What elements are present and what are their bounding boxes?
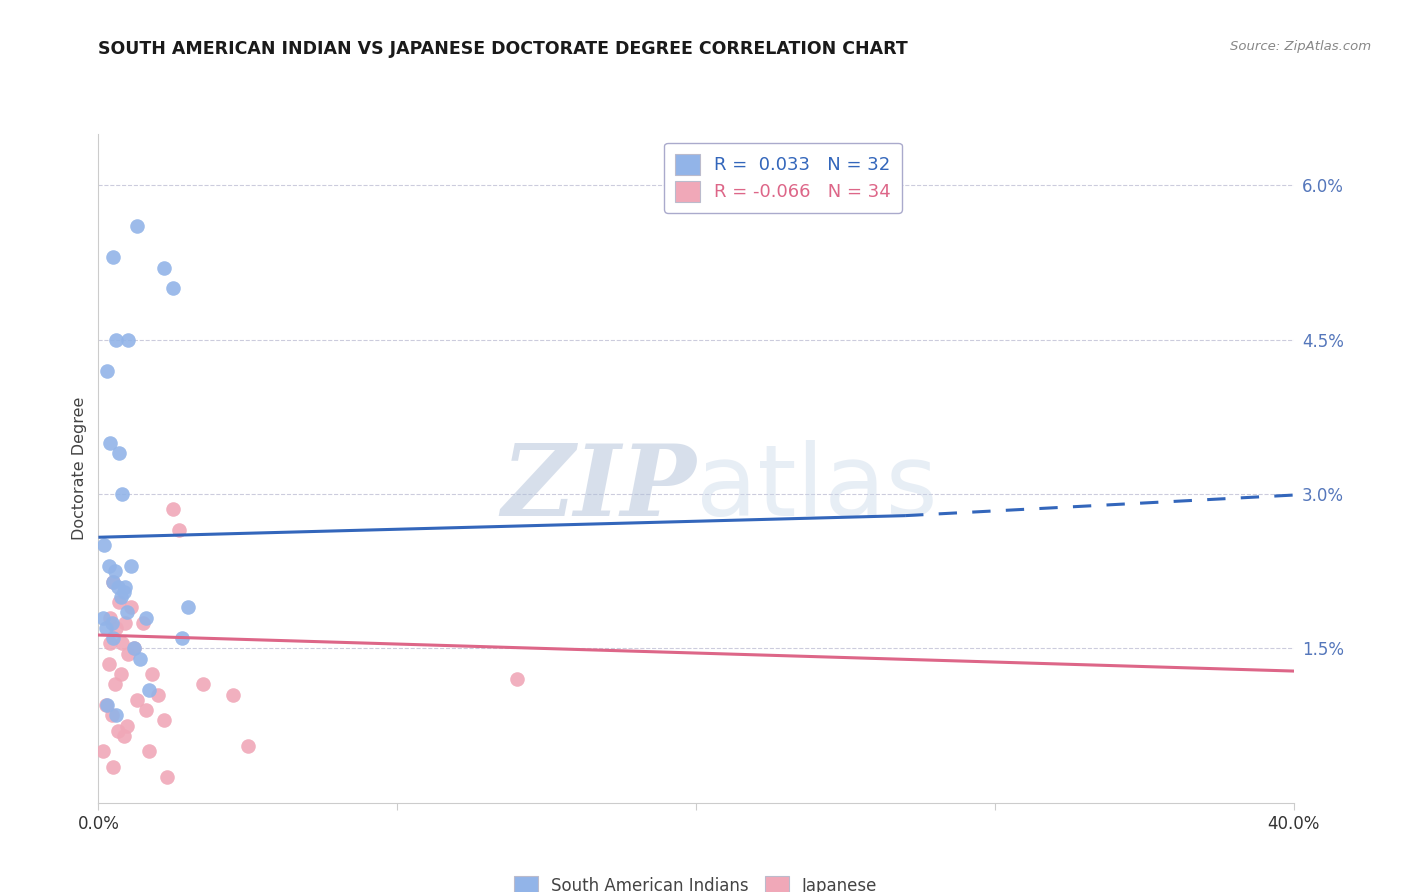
Point [101, 708, 124, 723]
Point [104, 564, 127, 578]
Point [103, 760, 125, 774]
Point [100, 610, 122, 624]
Point [93, 539, 115, 553]
Point [124, 641, 146, 656]
Point [97, 657, 120, 671]
Point [153, 714, 176, 728]
Point [111, 487, 134, 501]
Point [110, 667, 132, 681]
Point [104, 677, 127, 691]
Point [138, 744, 160, 758]
Point [115, 718, 138, 732]
Point [117, 333, 139, 347]
Point [112, 584, 135, 599]
Point [108, 595, 131, 609]
Point [132, 615, 155, 630]
Point [96, 698, 118, 712]
Point [153, 260, 176, 275]
Point [120, 559, 142, 574]
Point [103, 250, 125, 264]
Point [107, 723, 129, 738]
Point [236, 739, 259, 754]
Point [94, 621, 117, 635]
Point [91, 610, 114, 624]
Point [120, 600, 142, 615]
Point [108, 446, 131, 460]
Point [172, 631, 194, 645]
Point [124, 641, 146, 656]
Point [222, 688, 245, 702]
Y-axis label: Doctorate Degree: Doctorate Degree [72, 397, 87, 540]
Legend: South American Indians, Japanese: South American Indians, Japanese [508, 869, 884, 892]
Point [148, 688, 170, 702]
Point [114, 580, 136, 594]
Text: ZIP: ZIP [501, 440, 696, 537]
Point [506, 673, 529, 687]
Point [100, 435, 122, 450]
Point [111, 636, 134, 650]
Point [100, 636, 122, 650]
Point [105, 333, 128, 347]
Point [135, 703, 157, 717]
Point [129, 651, 152, 665]
Point [127, 693, 149, 707]
Point [110, 590, 132, 604]
Point [117, 647, 139, 661]
Point [101, 615, 124, 630]
Point [103, 574, 125, 589]
Point [105, 708, 128, 723]
Point [107, 580, 129, 594]
Point [96, 363, 118, 377]
Point [156, 770, 179, 784]
Point [115, 606, 138, 620]
Point [94, 698, 117, 712]
Point [114, 615, 136, 630]
Text: atlas: atlas [696, 440, 938, 537]
Point [162, 502, 184, 516]
Text: Source: ZipAtlas.com: Source: ZipAtlas.com [1230, 40, 1371, 54]
Point [162, 281, 184, 295]
Point [141, 667, 163, 681]
Point [91, 744, 114, 758]
Point [167, 523, 190, 537]
Point [135, 610, 157, 624]
Point [103, 574, 125, 589]
Point [138, 682, 160, 697]
Point [177, 600, 200, 615]
Point [191, 677, 214, 691]
Text: SOUTH AMERICAN INDIAN VS JAPANESE DOCTORATE DEGREE CORRELATION CHART: SOUTH AMERICAN INDIAN VS JAPANESE DOCTOR… [98, 40, 908, 58]
Point [112, 729, 135, 743]
Point [103, 631, 125, 645]
Point [97, 559, 120, 574]
Point [105, 621, 128, 635]
Point [127, 219, 149, 234]
